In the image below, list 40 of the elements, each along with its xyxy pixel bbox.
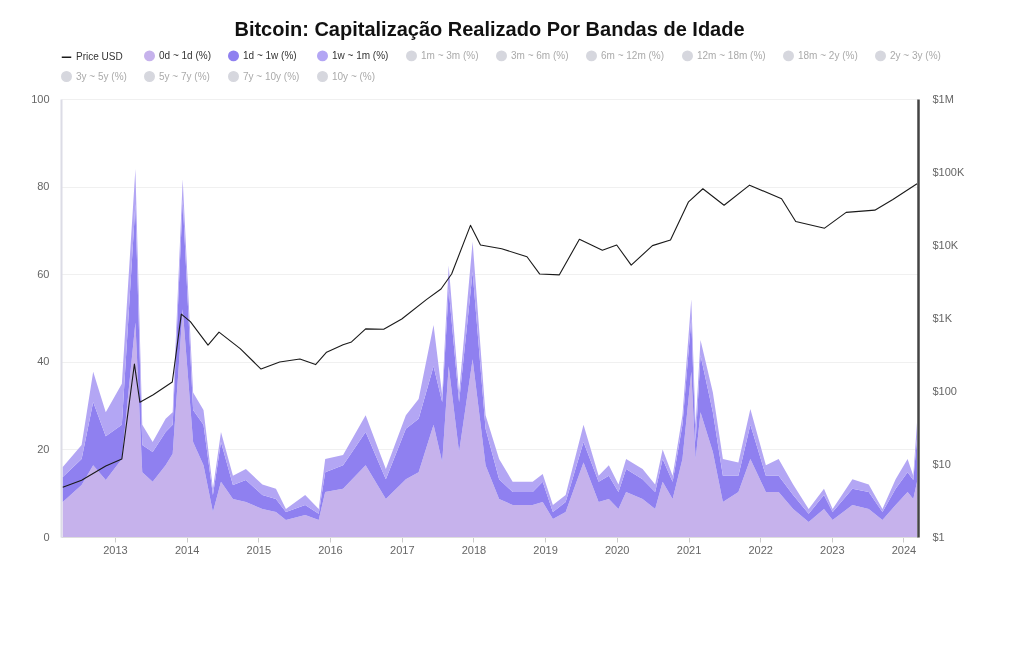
legend-label: 2y ~ 3y (%)	[890, 49, 941, 61]
y2-tick-label: $100	[932, 384, 957, 397]
y-tick-label: 80	[37, 180, 50, 193]
x-tick-label: 2024	[891, 543, 917, 556]
y2-tick-label: $1	[932, 530, 945, 543]
y2-tick-label: $10	[932, 457, 951, 470]
legend-label: 3m ~ 6m (%)	[511, 49, 569, 61]
y2-tick-label: $1K	[932, 311, 953, 324]
x-tick-label: 2021	[676, 543, 702, 556]
x-tick-label: 2019	[533, 543, 558, 556]
legend-label: 12m ~ 18m (%)	[697, 49, 766, 61]
x-tick-label: 2017	[390, 543, 415, 556]
x-tick-label: 2018	[461, 543, 487, 556]
y-tick-label: 100	[31, 92, 50, 105]
x-tick-label: 2015	[246, 543, 272, 556]
legend-label: 18m ~ 2y (%)	[798, 49, 858, 61]
y-tick-label: 40	[37, 355, 50, 368]
x-tick-label: 2023	[820, 543, 845, 556]
legend-label: 6m ~ 12m (%)	[601, 49, 665, 61]
y-tick-label: 0	[43, 530, 50, 543]
x-tick-label: 2014	[174, 543, 200, 556]
x-tick-label: 2016	[318, 543, 343, 556]
chart-title: Bitcoin: Capitalização Realizado Por Bandas de Idade	[234, 18, 745, 40]
x-tick-label: 2020	[604, 543, 630, 556]
legend-label: 5y ~ 7y (%)	[159, 70, 210, 82]
legend-label: 10y ~ (%)	[332, 70, 376, 82]
y-tick-label: 20	[37, 442, 50, 455]
legend-label: 3y ~ 5y (%)	[76, 70, 127, 82]
legend-label: Price USD	[76, 51, 123, 63]
legend-label: 1w ~ 1m (%)	[332, 49, 389, 61]
y-tick-label: 60	[37, 267, 50, 280]
legend-label: 1m ~ 3m (%)	[421, 49, 479, 61]
legend-label: 1d ~ 1w (%)	[243, 49, 297, 61]
y2-tick-label: $100K	[932, 165, 965, 178]
y2-tick-label: $1M	[932, 92, 954, 105]
y2-tick-label: $10K	[932, 238, 959, 251]
x-tick-label: 2022	[748, 543, 773, 556]
legend-label: 7y ~ 10y (%)	[243, 70, 300, 82]
legend-label: 0d ~ 1d (%)	[159, 49, 211, 61]
x-tick-label: 2013	[103, 543, 128, 556]
